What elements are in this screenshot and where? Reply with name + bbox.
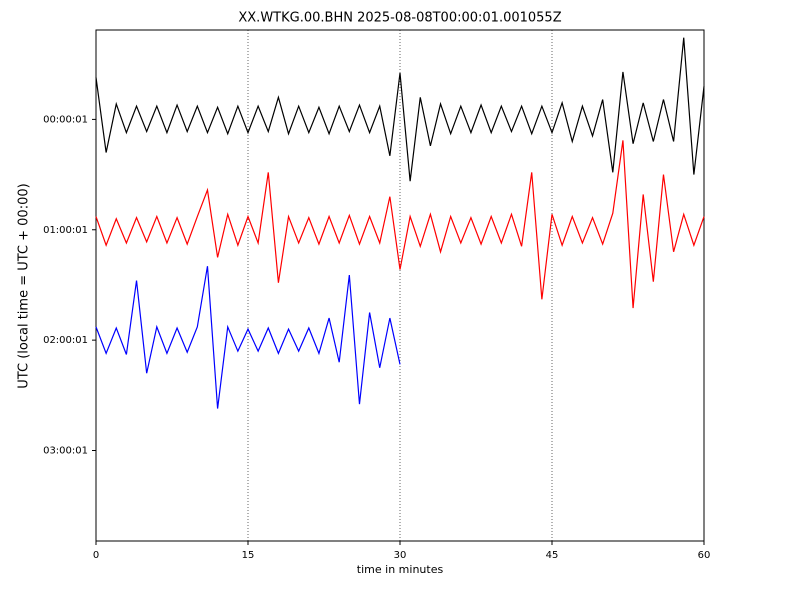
x-tick-label: 30: [394, 550, 407, 561]
x-tick-label: 45: [546, 550, 559, 561]
y-axis-label: UTC (local time = UTC + 00:00): [17, 183, 32, 388]
x-tick-label: 15: [242, 550, 255, 561]
chart-title: XX.WTKG.00.BHN 2025-08-08T00:00:01.00105…: [238, 11, 561, 26]
x-tick-label: 0: [93, 550, 99, 561]
trace-line: [95, 266, 401, 409]
y-tick-label: 02:00:01: [43, 335, 88, 346]
y-tick-label: 03:00:01: [43, 445, 88, 456]
trace-line: [95, 140, 705, 309]
y-tick-label: 01:00:01: [43, 225, 88, 236]
x-tick-label: 60: [698, 550, 711, 561]
x-axis-label: time in minutes: [357, 563, 444, 576]
trace-line: [95, 37, 705, 182]
y-tick-label: 00:00:01: [43, 114, 88, 125]
